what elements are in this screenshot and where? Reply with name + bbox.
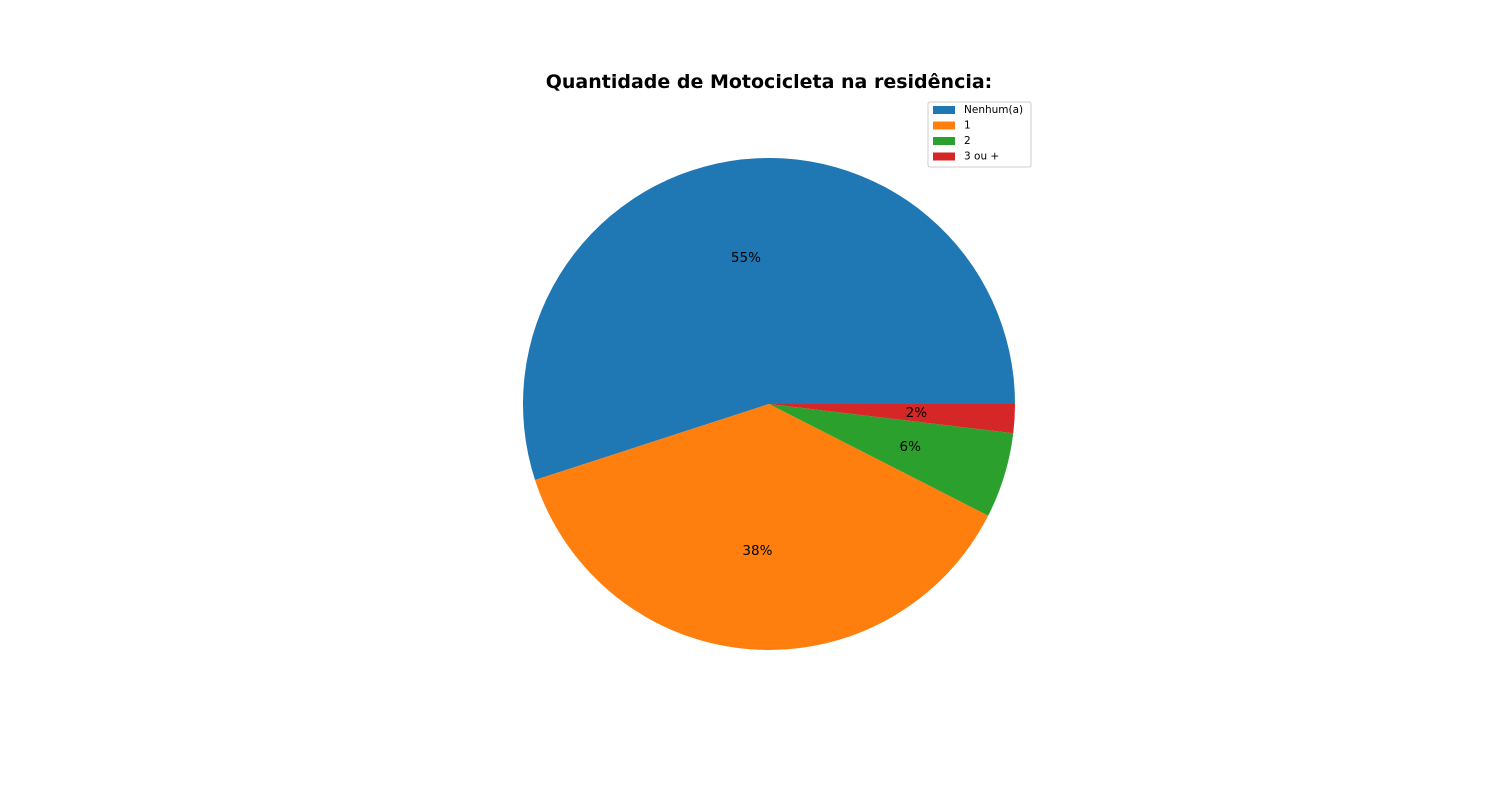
slice-label-2: 6% — [899, 439, 921, 455]
legend-swatch-0 — [933, 106, 955, 114]
pie-slice-3 — [769, 404, 1015, 434]
legend-label-3: 3 ou + — [964, 151, 999, 163]
pie-slice-1 — [535, 404, 989, 651]
legend: Nenhum(a) 1 2 3 ou + — [927, 101, 1032, 168]
legend-swatch-1 — [933, 121, 955, 130]
slice-label-0: 55% — [731, 250, 761, 266]
legend-frame — [927, 101, 1032, 168]
pie-slice-2 — [769, 404, 1014, 516]
legend-label-2: 2 — [964, 135, 971, 147]
legend-items: Nenhum(a) 1 2 3 ou + — [933, 104, 1023, 163]
legend-label-0: Nenhum(a) — [964, 104, 1023, 116]
slice-label-1: 38% — [742, 543, 772, 559]
slice-label-3: 2% — [906, 405, 928, 421]
pie-slice-0 — [522, 158, 1015, 481]
chart-title: Quantidade de Motocicleta na residência: — [546, 71, 993, 93]
legend-label-1: 1 — [964, 120, 971, 132]
pie-slices — [522, 158, 1015, 651]
legend-swatch-2 — [933, 137, 955, 145]
slice-labels: 55% 38% 6% 2% — [731, 250, 927, 559]
legend-swatch-3 — [933, 152, 955, 161]
